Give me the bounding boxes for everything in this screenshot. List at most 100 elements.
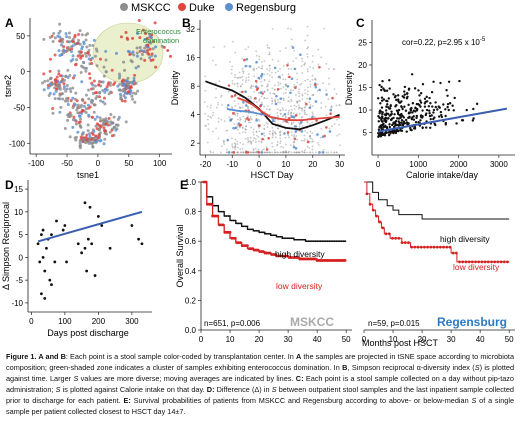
censor-mark — [470, 260, 474, 264]
diversity-point — [306, 56, 309, 58]
diversity-point — [315, 119, 318, 122]
delta-point — [140, 242, 144, 246]
tsne-point — [53, 53, 57, 57]
tsne-point — [62, 84, 66, 88]
diversity-point — [303, 139, 305, 142]
tsne-point — [123, 68, 127, 72]
x-tick-label: 20 — [418, 335, 427, 344]
diversity-point — [268, 69, 271, 72]
diversity-point — [316, 89, 319, 92]
tsne-point — [122, 83, 126, 87]
censor-mark — [277, 235, 280, 238]
censor-mark — [330, 240, 332, 243]
figure-caption: Figure 1. A and B: Each point is a stool… — [6, 351, 514, 417]
diversity-point — [311, 138, 314, 141]
censor-mark — [225, 215, 228, 217]
diversity-point — [236, 76, 239, 79]
calorie-point — [437, 115, 441, 118]
diversity-point — [261, 137, 264, 141]
censor-mark — [232, 219, 235, 222]
caption-ref-b: B — [342, 363, 348, 372]
diversity-point — [252, 149, 255, 151]
tsne-point — [66, 45, 70, 49]
panel-e-ylabel: Overall Survival — [175, 224, 185, 287]
diversity-point — [304, 79, 307, 82]
tsne-point — [73, 74, 77, 78]
tsne-point — [148, 47, 152, 51]
calorie-point — [384, 109, 388, 112]
calorie-point — [402, 116, 406, 119]
diversity-point — [290, 111, 292, 114]
calorie-point — [386, 103, 389, 106]
delta-point — [86, 237, 90, 241]
diversity-point — [217, 104, 220, 106]
calorie-point — [378, 132, 381, 135]
diversity-point — [255, 138, 257, 140]
tsne-point — [99, 57, 103, 61]
tsne-point — [96, 136, 100, 140]
panel-a-xlabel: tsne1 — [77, 170, 99, 180]
tsne-point — [53, 78, 57, 82]
diversity-point — [266, 97, 268, 100]
diversity-point — [237, 146, 239, 149]
panel-a: A Enterococcus domination -100 -50 0 50 100 5… — [3, 16, 181, 180]
panel-c-xlabel: Calorie intake/day — [406, 170, 479, 180]
diversity-point — [259, 104, 262, 108]
diversity-point — [308, 101, 311, 104]
caption-text-1: : Each point is a stool sample color-cod… — [65, 352, 296, 361]
tsne-point — [75, 58, 79, 62]
diversity-point — [280, 145, 282, 148]
censor-mark — [419, 245, 423, 249]
diversity-point — [287, 67, 290, 70]
calorie-point — [442, 103, 445, 106]
tsne-point — [42, 37, 46, 41]
panel-a-ticks: -100 -50 0 50 100 50 0 -50 -100 — [9, 32, 167, 168]
tsne-point — [85, 133, 89, 137]
tsne-point — [150, 33, 154, 37]
calorie-point — [417, 120, 420, 124]
diversity-point — [298, 106, 301, 109]
calorie-point — [429, 117, 432, 121]
calorie-point — [384, 130, 388, 134]
calorie-point — [433, 116, 436, 119]
calorie-point — [407, 87, 411, 90]
tsne-point — [126, 49, 130, 53]
diversity-point — [316, 83, 319, 86]
diversity-point — [273, 92, 276, 95]
diversity-point — [277, 101, 279, 104]
tsne-point — [125, 86, 129, 90]
tsne-point — [63, 78, 67, 82]
diversity-point — [239, 107, 242, 109]
y-tick-label: 25 — [358, 39, 367, 48]
censor-mark — [391, 236, 394, 240]
censor-mark — [423, 245, 426, 249]
diversity-point — [294, 147, 298, 150]
diversity-point — [241, 90, 244, 94]
tsne-point — [66, 68, 70, 72]
censor-mark — [216, 204, 219, 207]
censor-mark — [454, 251, 458, 255]
diversity-point — [238, 76, 241, 79]
diversity-point — [244, 90, 247, 93]
calorie-point — [425, 108, 429, 112]
tsne-point — [63, 127, 67, 131]
censor-mark — [416, 245, 420, 249]
censor-mark — [229, 215, 231, 217]
censor-mark — [429, 245, 433, 249]
diversity-point — [309, 151, 312, 154]
diversity-point — [239, 123, 242, 127]
diversity-point — [303, 109, 306, 112]
diversity-point — [241, 151, 244, 154]
tsne-point — [112, 115, 116, 119]
diversity-point — [253, 75, 256, 78]
tsne-point — [87, 88, 91, 92]
mskcc-center-label: MSKCC — [290, 315, 334, 329]
diversity-point — [301, 125, 304, 127]
diversity-point — [279, 134, 282, 137]
tsne-point — [51, 111, 55, 115]
tsne-point — [63, 49, 67, 53]
diversity-point — [304, 89, 306, 91]
legend-label-regensburg: Regensburg — [236, 2, 296, 14]
diversity-point — [210, 104, 212, 107]
tsne-point — [61, 97, 65, 101]
